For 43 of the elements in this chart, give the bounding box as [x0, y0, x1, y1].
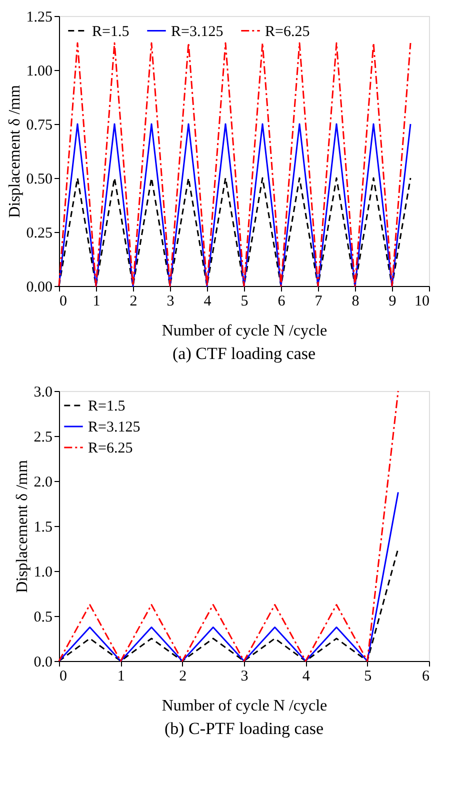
x-tick-label: 2	[179, 668, 187, 684]
x-tick-label: 10	[414, 294, 430, 310]
x-tick-label: 4	[204, 294, 212, 310]
y-tick-label: 1.00	[26, 64, 52, 80]
legend-label: R=1.5	[92, 24, 130, 40]
y-tick-label: 2.0	[34, 474, 52, 490]
x-axis-title: Number of cycle N /cycle	[162, 322, 328, 340]
y-tick-label: 2.5	[34, 430, 52, 446]
y-tick-label: 0.00	[26, 280, 52, 296]
x-axis-title: Number of cycle N /cycle	[162, 698, 328, 714]
text: (a) CTF loading case	[172, 344, 316, 363]
x-tick-label: 9	[388, 294, 396, 310]
x-tick-label: 6	[278, 294, 286, 310]
x-tick-label: 4	[302, 668, 310, 684]
legend-label: R=3.125	[88, 420, 140, 436]
x-tick-label: 8	[352, 294, 360, 310]
y-tick-label: 1.0	[34, 564, 52, 580]
y-tick-label: 1.25	[26, 10, 52, 26]
legend-label: R=6.25	[265, 24, 310, 40]
x-tick-label: 5	[240, 294, 248, 310]
y-tick-label: 0.5	[34, 610, 52, 626]
x-tick-label: 1	[117, 668, 125, 684]
y-axis-title: Displacement δ /mm	[14, 460, 31, 593]
y-tick-label: 0.50	[26, 172, 52, 188]
text: (b) C-PTF loading case	[164, 719, 324, 738]
y-tick-label: 0.0	[34, 654, 52, 670]
x-tick-label: 1	[92, 294, 100, 310]
x-tick-label: 0	[60, 294, 67, 310]
y-tick-label: 0.75	[26, 118, 52, 134]
y-tick-label: 0.25	[26, 226, 52, 242]
x-tick-label: 3	[166, 294, 174, 310]
x-tick-label: 0	[60, 668, 67, 684]
x-tick-label: 7	[314, 294, 323, 310]
y-tick-label: 3.0	[34, 384, 52, 400]
legend-label: R=3.125	[171, 24, 224, 40]
x-tick-label: 2	[130, 294, 138, 310]
y-axis-title: Displacement δ /mm	[6, 84, 24, 218]
x-tick-label: 6	[422, 668, 430, 684]
x-tick-label: 5	[364, 668, 372, 684]
x-tick-label: 3	[240, 668, 248, 684]
legend-label: R=6.25	[88, 440, 133, 456]
legend-label: R=1.5	[88, 398, 126, 414]
y-tick-label: 1.5	[34, 520, 52, 536]
